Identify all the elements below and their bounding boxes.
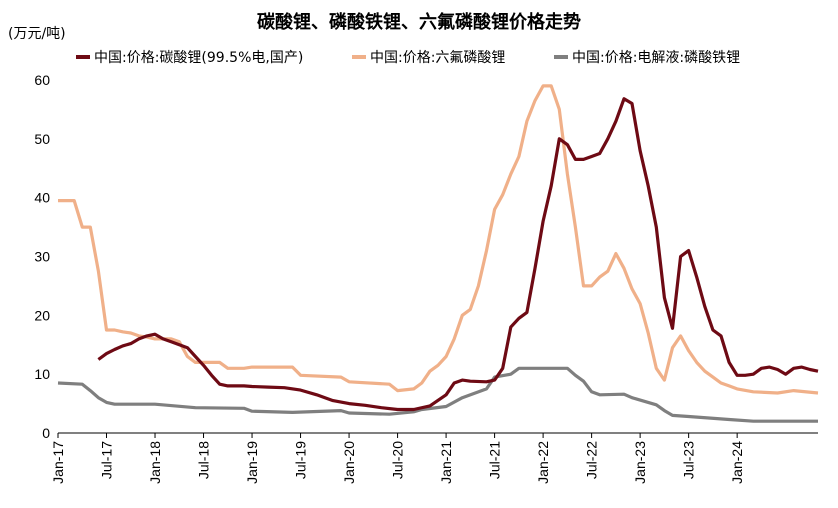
chart-title: 碳酸锂、磷酸铁锂、六氟磷酸锂价格走势 (257, 11, 581, 33)
x-tick-label: Jul-19 (293, 441, 309, 479)
x-tick-label: Jul-21 (487, 441, 503, 479)
x-tick-label: Jul-22 (584, 441, 600, 479)
y-tick-label: 10 (34, 366, 50, 382)
x-tick-label: Jan-22 (535, 441, 551, 484)
series-line-lithium-hexafluorophosphate (58, 84, 819, 395)
x-tick-label: Jan-20 (341, 441, 357, 484)
y-axis: 0 10 20 30 40 50 60 (34, 72, 50, 441)
y-axis-unit: (万元/吨) (8, 26, 66, 42)
x-tick-label: Jul-18 (196, 441, 212, 479)
series-line-lithium-iron-phosphate (57, 366, 818, 423)
x-tick-label: Jan-18 (147, 441, 163, 484)
x-tick-label: Jan-17 (50, 441, 66, 484)
y-tick-label: 60 (34, 72, 50, 88)
x-tick-label: Jan-23 (632, 441, 648, 484)
y-tick-label: 50 (34, 131, 50, 147)
y-tick-label: 20 (34, 307, 50, 323)
legend-label-lithium-iron-phosphate: 中国:价格:电解液:磷酸铁锂 (572, 50, 740, 66)
x-tick-label: Jan-24 (729, 441, 745, 484)
x-tick-label: Jul-17 (99, 441, 115, 479)
legend-label-lithium-carbonate: 中国:价格:碳酸锂(99.5%电,国产) (94, 50, 303, 66)
y-tick-label: 0 (42, 425, 50, 441)
series-lines (57, 84, 819, 423)
legend-label-lithium-hexafluorophosphate: 中国:价格:六氟磷酸锂 (370, 50, 505, 66)
y-tick-label: 30 (34, 249, 50, 265)
x-tick-label: Jan-21 (438, 441, 454, 484)
x-axis: Jan-17 Jul-17 Jan-18 Jul-18 Jan-19 Jul-19 Jan-… (50, 432, 818, 484)
x-tick-label: Jul-20 (390, 441, 406, 479)
x-tick-label: Jan-19 (244, 441, 260, 484)
legend: 中国:价格:碳酸锂(99.5%电,国产) 中国:价格:六氟磷酸锂 中国:价格:电… (76, 50, 740, 66)
y-tick-label: 40 (34, 190, 50, 206)
x-tick-label: Jul-23 (681, 441, 697, 479)
series-line-lithium-carbonate (97, 97, 819, 412)
